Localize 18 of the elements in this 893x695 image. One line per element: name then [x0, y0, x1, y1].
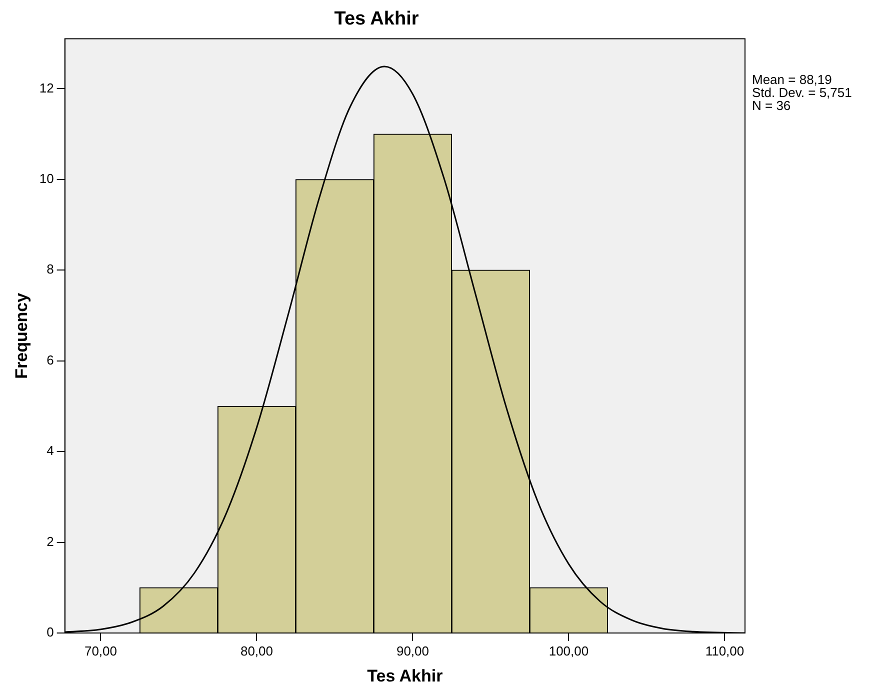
y-tick-label: 4 [46, 443, 54, 458]
x-tick-label: 110,00 [705, 643, 744, 658]
y-tick-label: 10 [39, 170, 54, 186]
x-axis-title: Tes Akhir [367, 666, 444, 686]
chart-title: Tes Akhir [334, 8, 420, 30]
y-tick-label: 6 [46, 352, 54, 368]
y-tick-label: 2 [46, 534, 54, 549]
x-tick-label: 90,00 [396, 643, 430, 658]
y-tick-label: 8 [46, 262, 54, 277]
text: N = 36 [752, 98, 792, 113]
text: Std. Dev. = 5,751 [752, 85, 852, 100]
x-tick-label: 100,00 [548, 643, 589, 658]
x-tick-label: 70,00 [84, 643, 118, 658]
y-axis-title: Frequency [12, 292, 31, 379]
y-tick-label: 0 [46, 624, 54, 640]
text: Mean = 88,19 [752, 72, 833, 87]
y-tick-label: 12 [39, 80, 54, 96]
x-tick-label: 80,00 [240, 643, 274, 658]
